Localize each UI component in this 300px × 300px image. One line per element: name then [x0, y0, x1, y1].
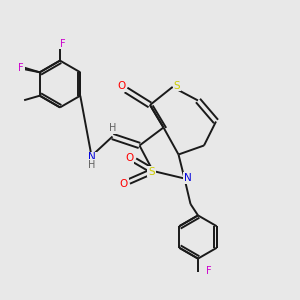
Text: S: S	[174, 80, 180, 91]
Text: N: N	[88, 152, 96, 163]
Text: H: H	[110, 123, 117, 133]
Text: F: F	[60, 38, 65, 49]
Text: O: O	[119, 179, 128, 189]
Text: N: N	[184, 173, 192, 183]
Text: O: O	[117, 81, 126, 92]
Text: F: F	[18, 63, 24, 73]
Text: S: S	[148, 167, 155, 177]
Text: F: F	[206, 266, 211, 276]
Text: O: O	[125, 153, 133, 163]
Text: H: H	[88, 160, 96, 170]
